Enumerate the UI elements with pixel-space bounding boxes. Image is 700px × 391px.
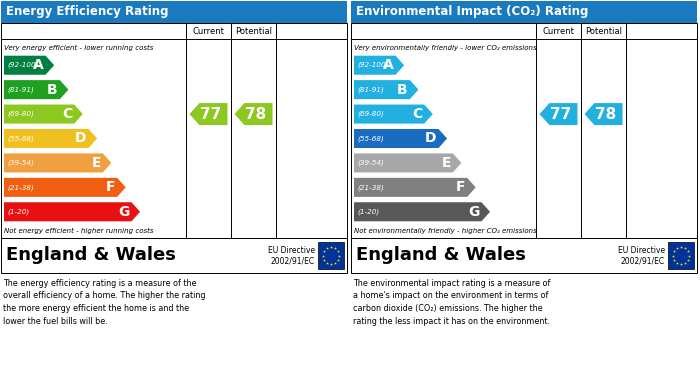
Polygon shape [354,202,490,221]
Text: Very energy efficient - lower running costs: Very energy efficient - lower running co… [4,45,153,51]
Bar [668,242,694,269]
Bar [318,242,344,269]
Text: The environmental impact rating is a measure of
a home's impact on the environme: The environmental impact rating is a mea… [353,279,550,325]
Text: E: E [441,156,451,170]
Bar [351,1,697,23]
Text: A: A [33,58,43,72]
Text: Not energy efficient - higher running costs: Not energy efficient - higher running co… [4,228,153,234]
Polygon shape [4,104,83,124]
Text: (69-80): (69-80) [7,111,34,117]
Bar [1,23,347,238]
Polygon shape [4,153,111,172]
Text: C: C [412,107,422,121]
Polygon shape [354,153,461,172]
Bar [351,238,697,273]
Text: Energy Efficiency Rating: Energy Efficiency Rating [6,5,169,18]
Text: (1-20): (1-20) [357,208,379,215]
Text: (21-38): (21-38) [7,184,34,190]
Text: D: D [75,131,87,145]
Text: (39-54): (39-54) [7,160,34,166]
Text: EU Directive
2002/91/EC: EU Directive 2002/91/EC [268,246,315,265]
Text: 78: 78 [245,107,267,122]
Polygon shape [540,103,578,125]
Polygon shape [234,103,272,125]
Text: (81-91): (81-91) [7,86,34,93]
Polygon shape [4,56,54,75]
Text: (39-54): (39-54) [357,160,384,166]
Text: (92-100): (92-100) [357,62,388,68]
Text: (21-38): (21-38) [357,184,384,190]
Text: A: A [383,58,393,72]
Text: EU Directive
2002/91/EC: EU Directive 2002/91/EC [618,246,665,265]
Text: (55-68): (55-68) [357,135,384,142]
Text: Potential: Potential [235,27,272,36]
Text: B: B [397,83,408,97]
Polygon shape [354,178,476,197]
Text: (69-80): (69-80) [357,111,384,117]
Bar [1,238,347,273]
Bar [351,23,697,238]
Text: B: B [47,83,58,97]
Text: 77: 77 [200,107,222,122]
Text: 78: 78 [595,107,617,122]
Polygon shape [4,80,69,99]
Polygon shape [4,178,126,197]
Text: England & Wales: England & Wales [6,246,176,264]
Text: G: G [468,205,480,219]
Text: Not environmentally friendly - higher CO₂ emissions: Not environmentally friendly - higher CO… [354,228,537,234]
Text: England & Wales: England & Wales [356,246,526,264]
Text: Potential: Potential [585,27,622,36]
Text: G: G [118,205,130,219]
Polygon shape [584,103,622,125]
Text: (1-20): (1-20) [7,208,29,215]
Polygon shape [354,80,419,99]
Text: C: C [62,107,72,121]
Text: F: F [106,180,115,194]
Text: (81-91): (81-91) [357,86,384,93]
Bar [1,1,347,23]
Text: D: D [425,131,437,145]
Text: (92-100): (92-100) [7,62,38,68]
Text: Environmental Impact (CO₂) Rating: Environmental Impact (CO₂) Rating [356,5,589,18]
Polygon shape [354,129,447,148]
Text: Current: Current [193,27,225,36]
Text: 77: 77 [550,107,572,122]
Text: Current: Current [542,27,575,36]
Text: The energy efficiency rating is a measure of the
overall efficiency of a home. T: The energy efficiency rating is a measur… [3,279,206,325]
Polygon shape [4,129,97,148]
Polygon shape [354,104,433,124]
Polygon shape [4,202,140,221]
Text: (55-68): (55-68) [7,135,34,142]
Text: F: F [456,180,465,194]
Text: E: E [91,156,101,170]
Polygon shape [354,56,404,75]
Polygon shape [190,103,228,125]
Text: Very environmentally friendly - lower CO₂ emissions: Very environmentally friendly - lower CO… [354,45,537,51]
